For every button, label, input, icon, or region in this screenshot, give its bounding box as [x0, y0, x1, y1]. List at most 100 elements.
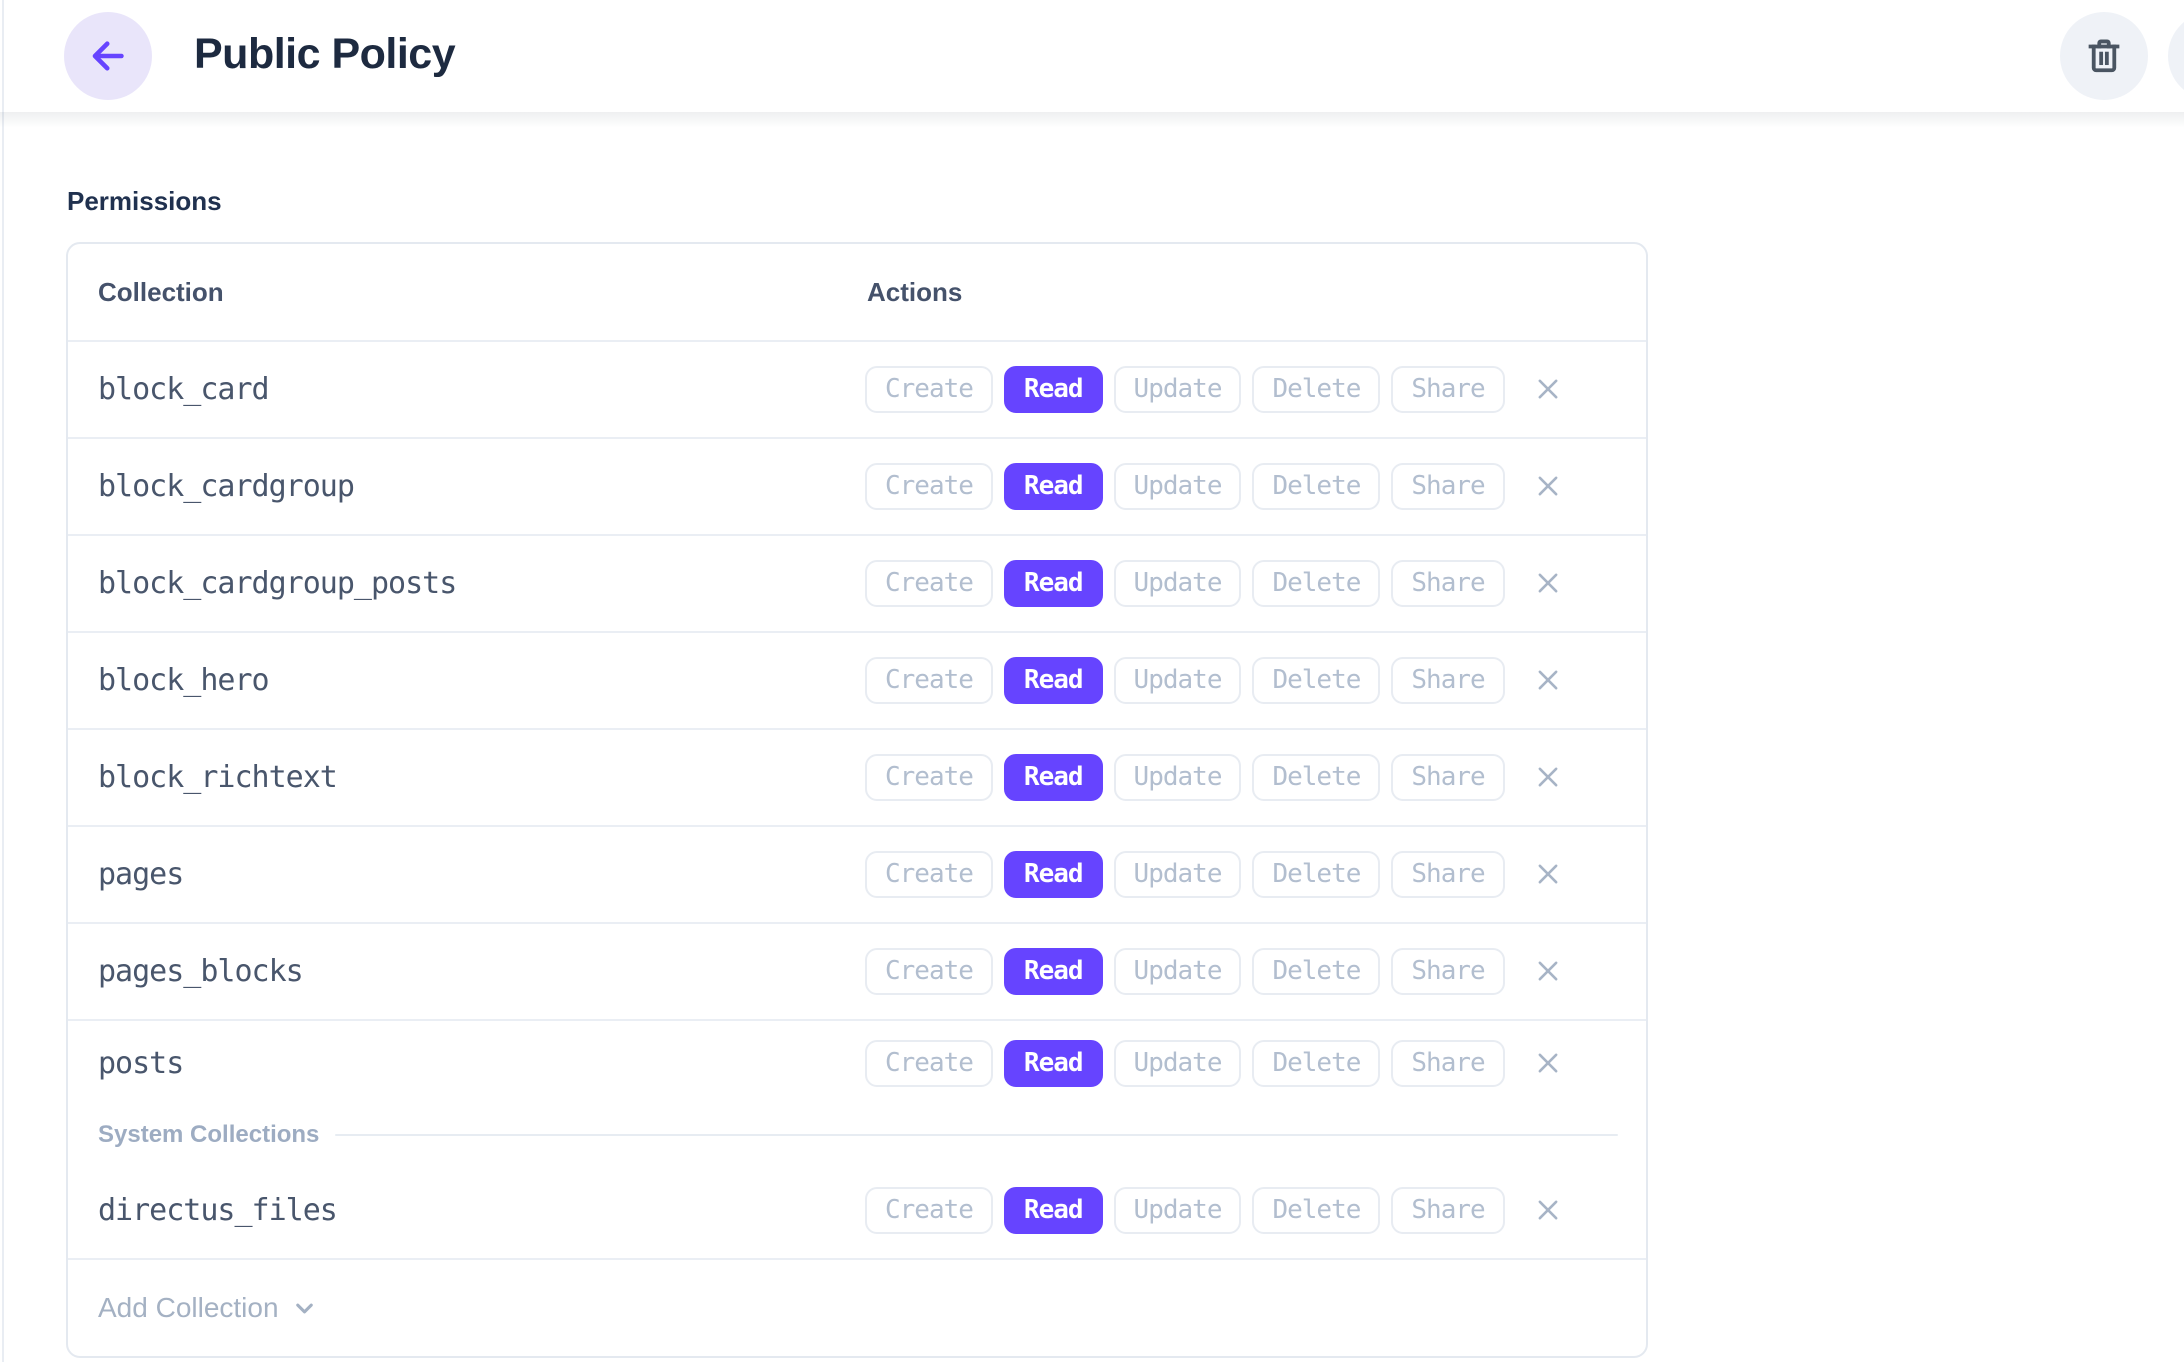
remove-collection-button[interactable]: [1534, 860, 1562, 888]
action-read-toggle[interactable]: Read: [1003, 753, 1103, 802]
action-update-toggle[interactable]: Update: [1113, 559, 1242, 608]
action-share-toggle[interactable]: Share: [1391, 365, 1505, 414]
collection-name: block_cardgroup: [98, 469, 355, 504]
add-collection-button[interactable]: Add Collection: [68, 1260, 1646, 1356]
action-create-toggle[interactable]: Create: [865, 559, 993, 608]
action-toggles: Create Read Update Delete Share: [865, 656, 1562, 705]
trash-icon: [2085, 37, 2123, 75]
action-update-toggle[interactable]: Update: [1113, 656, 1242, 705]
add-collection-label: Add Collection: [98, 1292, 279, 1323]
remove-collection-button[interactable]: [1534, 1049, 1562, 1077]
remove-collection-button[interactable]: [1534, 1196, 1562, 1224]
action-delete-toggle[interactable]: Delete: [1252, 850, 1381, 899]
remove-collection-button[interactable]: [1534, 666, 1562, 694]
action-delete-toggle[interactable]: Delete: [1252, 559, 1381, 608]
table-row: block_richtext Create Read Update Delete Shar…: [68, 730, 1646, 827]
close-x-icon: [1534, 472, 1562, 500]
action-read-toggle[interactable]: Read: [1003, 462, 1103, 511]
header-shadow: [0, 112, 2184, 128]
table-row: block_cardgroup_posts Create Read Update Del…: [68, 536, 1646, 633]
header: Public Policy: [4, 0, 2184, 112]
collection-name: pages_blocks: [98, 954, 304, 989]
close-x-icon: [1534, 860, 1562, 888]
action-create-toggle[interactable]: Create: [865, 1186, 993, 1235]
action-toggles: Create Read Update Delete Share: [865, 753, 1562, 802]
action-update-toggle[interactable]: Update: [1113, 462, 1242, 511]
system-collections-divider: System Collections: [68, 1106, 1646, 1163]
action-read-toggle[interactable]: Read: [1003, 1039, 1103, 1088]
action-share-toggle[interactable]: Share: [1391, 1186, 1505, 1235]
action-update-toggle[interactable]: Update: [1113, 365, 1242, 414]
action-create-toggle[interactable]: Create: [865, 947, 993, 996]
action-read-toggle[interactable]: Read: [1003, 559, 1103, 608]
action-read-toggle[interactable]: Read: [1003, 947, 1103, 996]
header-overflow-button[interactable]: [2168, 12, 2184, 100]
action-delete-toggle[interactable]: Delete: [1252, 947, 1381, 996]
remove-collection-button[interactable]: [1534, 569, 1562, 597]
action-update-toggle[interactable]: Update: [1113, 1186, 1242, 1235]
action-delete-toggle[interactable]: Delete: [1252, 1039, 1381, 1088]
arrow-left-icon: [85, 33, 131, 79]
close-x-icon: [1534, 375, 1562, 403]
action-update-toggle[interactable]: Update: [1113, 947, 1242, 996]
action-create-toggle[interactable]: Create: [865, 365, 993, 414]
delete-policy-button[interactable]: [2060, 12, 2148, 100]
action-share-toggle[interactable]: Share: [1391, 462, 1505, 511]
action-read-toggle[interactable]: Read: [1003, 1186, 1103, 1235]
action-toggles: Create Read Update Delete Share: [865, 947, 1562, 996]
action-update-toggle[interactable]: Update: [1113, 753, 1242, 802]
action-create-toggle[interactable]: Create: [865, 462, 993, 511]
action-toggles: Create Read Update Delete Share: [865, 462, 1562, 511]
action-delete-toggle[interactable]: Delete: [1252, 1186, 1381, 1235]
action-share-toggle[interactable]: Share: [1391, 947, 1505, 996]
page-title: Public Policy: [194, 30, 456, 79]
action-toggles: Create Read Update Delete Share: [865, 365, 1562, 414]
collection-name: pages: [98, 857, 184, 892]
column-header-collection: Collection: [98, 276, 224, 307]
back-button[interactable]: [64, 12, 152, 100]
permissions-table: Collection Actions block_card Create Read U…: [66, 242, 1648, 1358]
close-x-icon: [1534, 569, 1562, 597]
close-x-icon: [1534, 957, 1562, 985]
remove-collection-button[interactable]: [1534, 763, 1562, 791]
action-create-toggle[interactable]: Create: [865, 1039, 993, 1088]
action-delete-toggle[interactable]: Delete: [1252, 656, 1381, 705]
table-header-row: Collection Actions: [68, 244, 1646, 342]
remove-collection-button[interactable]: [1534, 957, 1562, 985]
action-read-toggle[interactable]: Read: [1003, 656, 1103, 705]
remove-collection-button[interactable]: [1534, 472, 1562, 500]
collection-name: block_cardgroup_posts: [98, 566, 457, 601]
action-share-toggle[interactable]: Share: [1391, 656, 1505, 705]
remove-collection-button[interactable]: [1534, 375, 1562, 403]
action-create-toggle[interactable]: Create: [865, 656, 993, 705]
action-share-toggle[interactable]: Share: [1391, 753, 1505, 802]
action-read-toggle[interactable]: Read: [1003, 365, 1103, 414]
collection-name: block_card: [98, 372, 270, 407]
page-left-border: [2, 0, 4, 1362]
action-create-toggle[interactable]: Create: [865, 753, 993, 802]
action-toggles: Create Read Update Delete Share: [865, 1039, 1562, 1088]
table-row: pages Create Read Update Delete Share: [68, 827, 1646, 924]
action-delete-toggle[interactable]: Delete: [1252, 462, 1381, 511]
close-x-icon: [1534, 1049, 1562, 1077]
table-row: posts Create Read Update Delete Share: [68, 1021, 1646, 1106]
action-read-toggle[interactable]: Read: [1003, 850, 1103, 899]
action-share-toggle[interactable]: Share: [1391, 559, 1505, 608]
table-row: directus_files Create Read Update Delete Shar…: [68, 1163, 1646, 1260]
close-x-icon: [1534, 1196, 1562, 1224]
column-header-actions: Actions: [867, 276, 963, 307]
action-update-toggle[interactable]: Update: [1113, 1039, 1242, 1088]
permissions-section-label: Permissions: [67, 186, 222, 216]
action-update-toggle[interactable]: Update: [1113, 850, 1242, 899]
table-rows: block_card Create Read Update Delete Share blo…: [68, 342, 1646, 1260]
action-toggles: Create Read Update Delete Share: [865, 559, 1562, 608]
action-delete-toggle[interactable]: Delete: [1252, 753, 1381, 802]
action-delete-toggle[interactable]: Delete: [1252, 365, 1381, 414]
action-create-toggle[interactable]: Create: [865, 850, 993, 899]
table-row: block_hero Create Read Update Delete Share: [68, 633, 1646, 730]
action-share-toggle[interactable]: Share: [1391, 1039, 1505, 1088]
action-toggles: Create Read Update Delete Share: [865, 850, 1562, 899]
collection-name: directus_files: [98, 1193, 338, 1228]
action-share-toggle[interactable]: Share: [1391, 850, 1505, 899]
